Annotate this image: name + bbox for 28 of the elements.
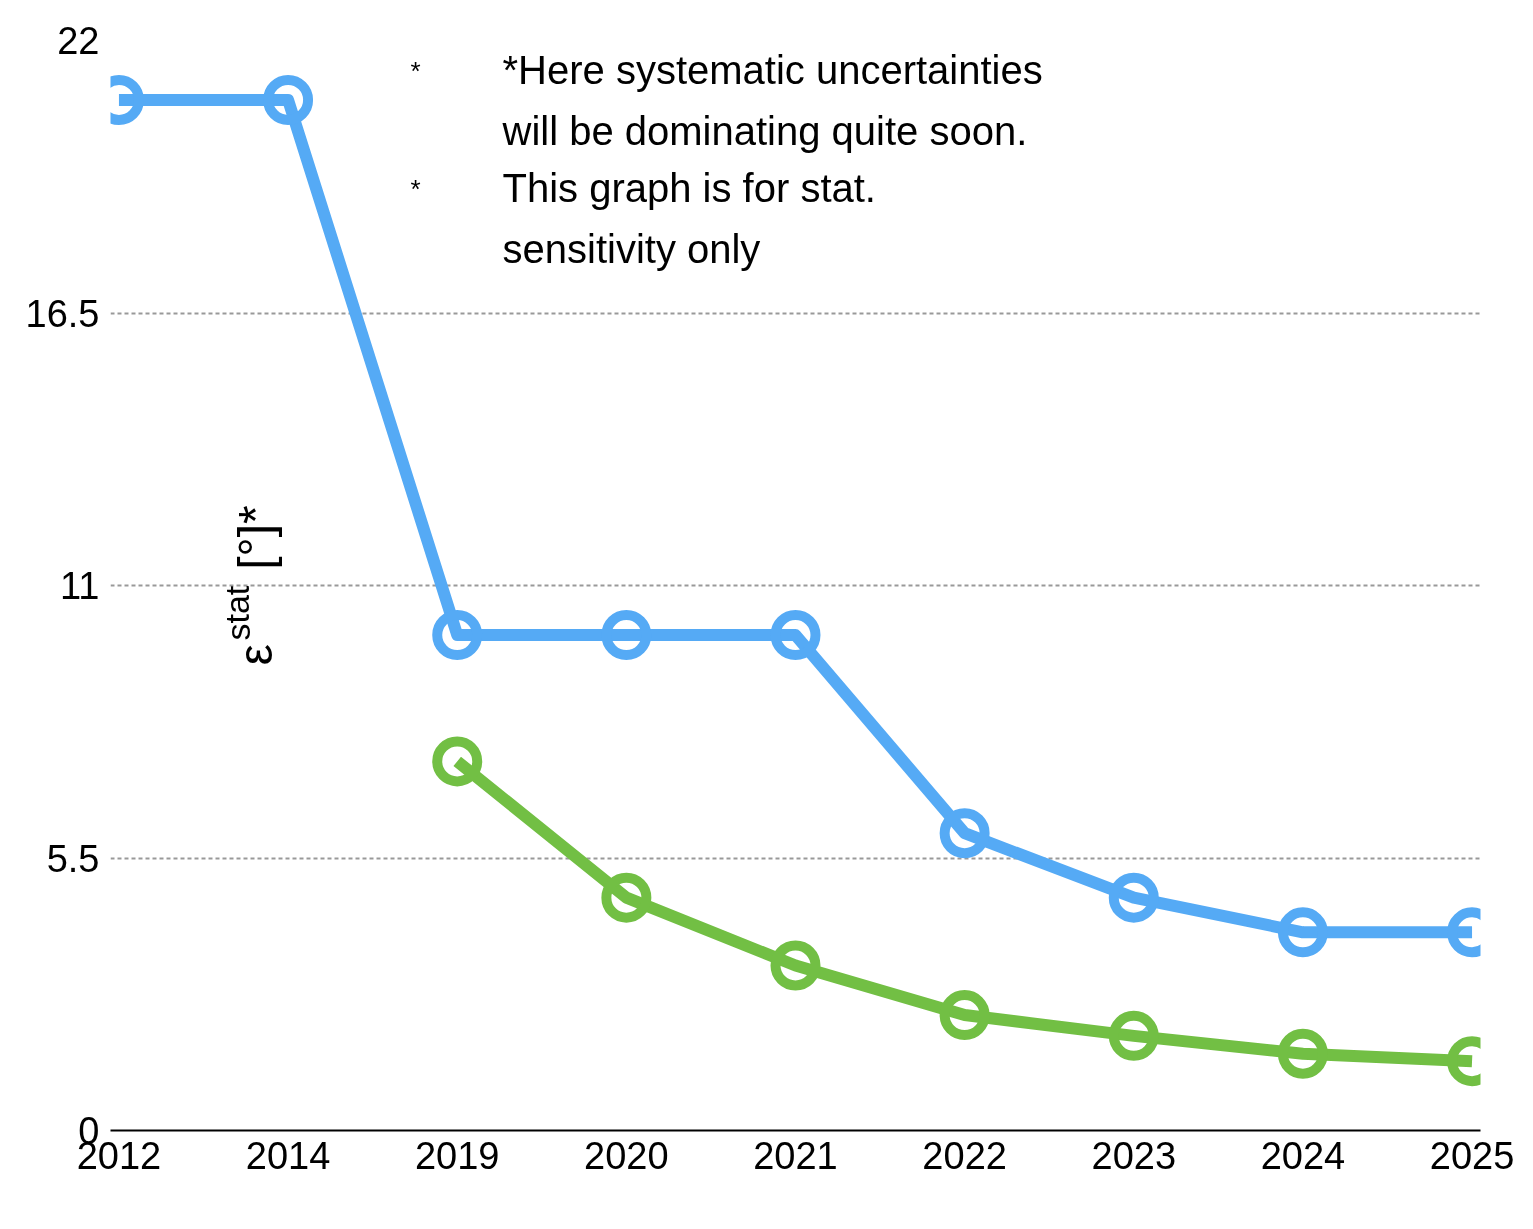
x-tick-label: 2020 xyxy=(584,1134,669,1177)
text: * This graph is for stat. sensitivity only xyxy=(410,165,876,272)
x-tick-label: 2025 xyxy=(1429,1134,1515,1177)
point xyxy=(432,736,483,787)
point xyxy=(1108,872,1159,923)
point xyxy=(770,610,821,661)
y-tick-label: 22 xyxy=(57,20,100,62)
point xyxy=(1277,1028,1328,1079)
x-tick-label: 2022 xyxy=(922,1134,1007,1177)
y-axis-title: εstat[°]* xyxy=(218,505,282,666)
x-tick-label: 2014 xyxy=(245,1134,331,1177)
x-tick-label: 2024 xyxy=(1260,1134,1346,1177)
point xyxy=(770,940,821,991)
point xyxy=(601,872,652,923)
point xyxy=(601,610,652,661)
point xyxy=(939,990,990,1041)
x-tick-label: 2021 xyxy=(753,1134,838,1177)
x-tick-label: 2023 xyxy=(1091,1134,1177,1177)
y-tick-label: 5.5 xyxy=(46,837,100,880)
point xyxy=(432,610,483,661)
x-tick-label: 2019 xyxy=(414,1134,500,1177)
point xyxy=(263,74,314,125)
point xyxy=(1277,907,1328,958)
point xyxy=(1108,1010,1159,1061)
y-tick-label: 16.5 xyxy=(25,292,100,335)
y-tick-label: 11 xyxy=(60,565,100,607)
text: * *Here systematic uncertainties will be dominating quite soon. xyxy=(410,47,1043,154)
point xyxy=(939,808,990,859)
